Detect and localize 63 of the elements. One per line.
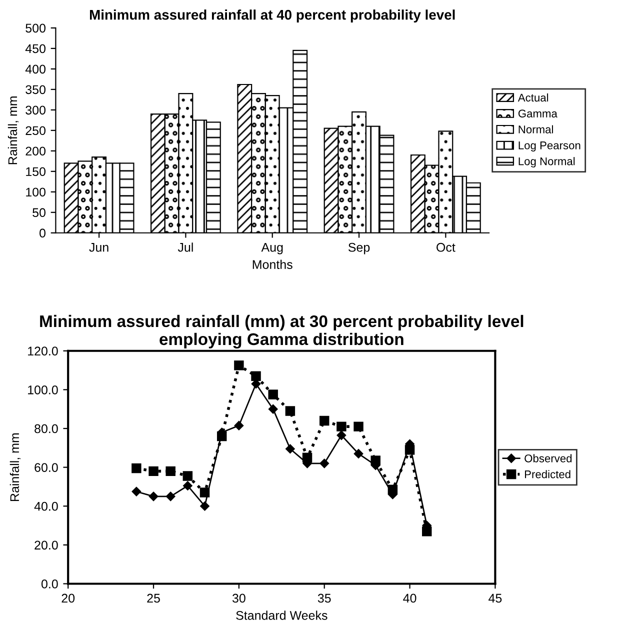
chart-title: Minimum assured rainfall at 40 percent probability level bbox=[90, 10, 455, 22]
y-tick-label: 60.0 bbox=[34, 463, 58, 472]
point bbox=[132, 463, 142, 474]
legend-label: Normal bbox=[518, 125, 553, 134]
x-axis-title: Standard Weeks bbox=[236, 610, 328, 620]
y-tick-label: 100.0 bbox=[28, 385, 58, 394]
point bbox=[354, 449, 364, 458]
point bbox=[320, 458, 329, 468]
legend-label: Actual bbox=[518, 93, 548, 102]
point bbox=[166, 466, 176, 476]
x-tick-label: Aug bbox=[261, 243, 283, 254]
point bbox=[183, 481, 192, 490]
point bbox=[286, 444, 295, 454]
x-tick-label: 40 bbox=[403, 594, 416, 603]
x-tick-label: 20 bbox=[62, 594, 75, 603]
legend-label: Gamma bbox=[518, 110, 558, 118]
x-tick-label: 25 bbox=[147, 594, 160, 603]
x-axis-title: Months bbox=[252, 260, 292, 269]
x-tick-label: Jul bbox=[178, 242, 193, 252]
x-tick-label: Jun bbox=[89, 243, 108, 252]
y-tick-label: 250 bbox=[26, 126, 46, 136]
y-tick-label: 0 bbox=[40, 228, 46, 238]
point bbox=[132, 486, 142, 496]
y-tick-label: 80.0 bbox=[34, 424, 58, 434]
point bbox=[234, 420, 244, 430]
y-tick-label: 450 bbox=[25, 44, 46, 54]
point bbox=[268, 404, 278, 414]
legend-label: Log Pearson bbox=[518, 142, 580, 152]
point bbox=[268, 390, 278, 400]
x-tick-label: Sep bbox=[348, 242, 370, 254]
y-tick-label: 40.0 bbox=[34, 502, 58, 511]
point bbox=[148, 466, 158, 476]
y-tick-label: 400 bbox=[25, 64, 46, 74]
x-tick-label: 45 bbox=[488, 594, 502, 603]
point bbox=[166, 492, 176, 502]
legend-label: Observed bbox=[524, 454, 572, 462]
y-axis-title: Rainfall, mm bbox=[8, 96, 19, 164]
point bbox=[285, 406, 296, 416]
legend-label: Predicted bbox=[525, 470, 570, 478]
y-tick-label: 20.0 bbox=[34, 540, 58, 550]
y-tick-label: 0.0 bbox=[41, 580, 58, 588]
y-axis-title: Rainfall, mm bbox=[10, 433, 21, 502]
legend-label: Log Normal bbox=[518, 157, 575, 168]
y-tick-label: 100 bbox=[26, 188, 46, 197]
y-tick-label: 150 bbox=[26, 167, 46, 176]
x-tick-label: 30 bbox=[232, 594, 246, 603]
point bbox=[234, 360, 244, 370]
point bbox=[200, 501, 210, 511]
x-tick-label: 35 bbox=[318, 594, 331, 603]
y-tick-label: 300 bbox=[26, 106, 46, 115]
x-tick-label: Oct bbox=[436, 242, 456, 252]
y-tick-label: 350 bbox=[26, 85, 46, 94]
point bbox=[148, 492, 158, 502]
y-tick-label: 500 bbox=[26, 24, 46, 33]
y-tick-label: 50 bbox=[32, 208, 46, 218]
point bbox=[251, 371, 261, 381]
point bbox=[182, 471, 193, 481]
point bbox=[336, 430, 346, 440]
point bbox=[319, 416, 330, 426]
y-tick-label: 120.0 bbox=[28, 346, 58, 356]
point bbox=[336, 422, 346, 432]
point bbox=[354, 422, 364, 432]
y-tick-label: 200 bbox=[26, 146, 46, 156]
